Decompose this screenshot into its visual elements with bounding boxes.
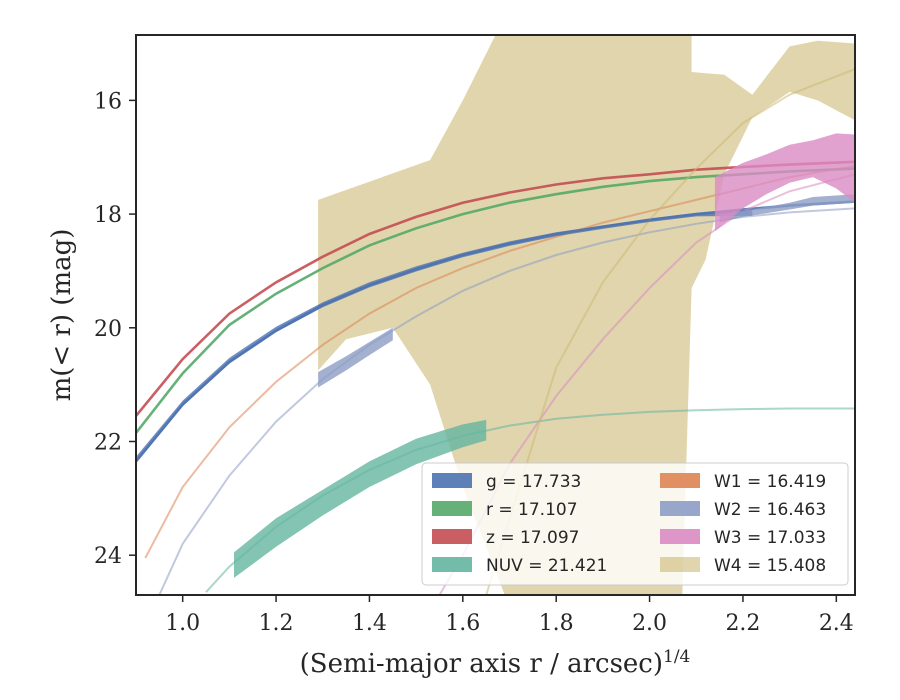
model-curve-w4 bbox=[485, 68, 855, 595]
model-curve-z bbox=[136, 160, 855, 417]
x-axis-title-text: (Semi-major axis r / arcsec) bbox=[300, 649, 663, 679]
legend-swatch-w4 bbox=[660, 557, 700, 572]
x-tick-label: 2.4 bbox=[819, 611, 854, 636]
y-tick-label: 22 bbox=[94, 430, 122, 455]
legend-label-z: z = 17.097 bbox=[486, 528, 579, 548]
x-tick-label: 1.2 bbox=[259, 611, 294, 636]
legend-label-w1: W1 = 16.419 bbox=[714, 472, 826, 492]
x-tick-label: 1.6 bbox=[445, 611, 480, 636]
legend-box bbox=[421, 462, 849, 586]
y-tick-label: 24 bbox=[94, 544, 122, 569]
y-tick-label: 18 bbox=[94, 203, 122, 228]
band-nuv bbox=[234, 419, 487, 578]
y-tick-label: 20 bbox=[94, 317, 122, 342]
band-w3 bbox=[714, 133, 855, 232]
legend-label-w2: W2 = 16.463 bbox=[714, 500, 826, 520]
legend-label-w4: W4 = 15.408 bbox=[714, 556, 826, 576]
legend: g = 17.733 r = 17.107 z = 17.097 NUV = 21.4… bbox=[421, 462, 849, 586]
legend-swatch-w3 bbox=[660, 529, 700, 544]
x-tick-label: 1.4 bbox=[352, 611, 387, 636]
legend-swatch-w2 bbox=[660, 501, 700, 516]
x-tick-label: 2.0 bbox=[632, 611, 667, 636]
x-axis-title-exponent: 1/4 bbox=[663, 647, 690, 667]
plot-frame bbox=[135, 34, 856, 596]
band-g bbox=[136, 210, 753, 464]
y-axis-title: m(< r) (mag) bbox=[47, 229, 77, 402]
x-tick-label: 1.0 bbox=[165, 611, 200, 636]
legend-label-w3: W3 = 17.033 bbox=[714, 528, 826, 548]
x-axis-ticks: 1.0 1.2 1.4 1.6 1.8 2.0 2.2 2.4 bbox=[165, 595, 854, 636]
legend-swatch-g bbox=[432, 473, 472, 488]
legend-label-g: g = 17.733 bbox=[486, 472, 581, 492]
y-tick-label: 16 bbox=[94, 89, 122, 114]
x-tick-label: 1.8 bbox=[539, 611, 574, 636]
legend-swatch-z bbox=[432, 529, 472, 544]
legend-label-r: r = 17.107 bbox=[486, 500, 578, 520]
legend-label-nuv: NUV = 21.421 bbox=[486, 556, 607, 576]
x-axis-title: (Semi-major axis r / arcsec)1/4 bbox=[300, 647, 691, 679]
x-tick-label: 2.2 bbox=[725, 611, 760, 636]
band-w2-outer bbox=[719, 194, 855, 223]
legend-swatch-w1 bbox=[660, 473, 700, 488]
legend-swatch-nuv bbox=[432, 557, 472, 572]
y-axis-ticks: 16 18 20 22 24 bbox=[94, 89, 136, 569]
legend-swatch-r bbox=[432, 501, 472, 516]
band-w2 bbox=[318, 327, 393, 388]
